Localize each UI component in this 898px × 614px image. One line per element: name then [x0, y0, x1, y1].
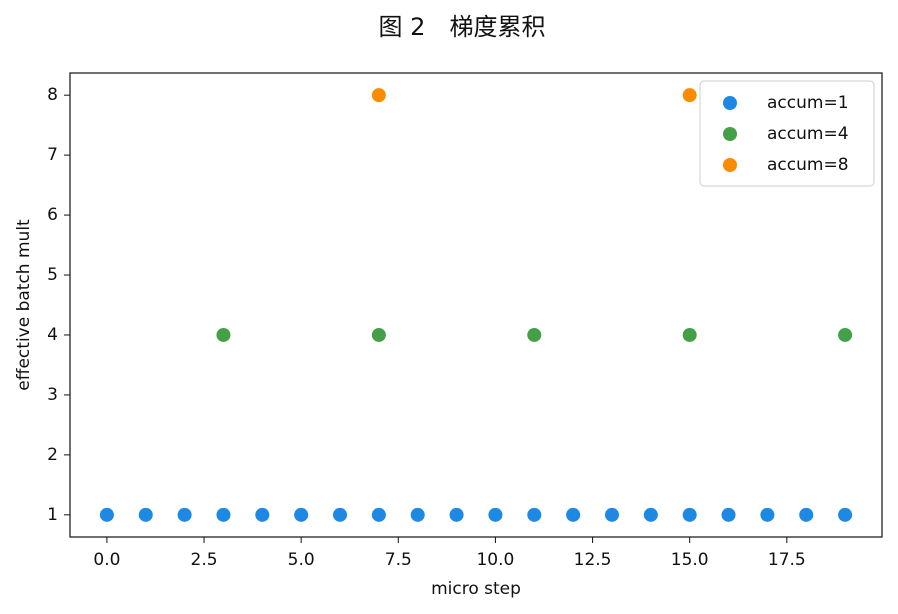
y-tick-label: 6 [47, 205, 58, 225]
x-axis-label: micro step [431, 579, 521, 599]
point [177, 507, 192, 522]
x-tick-label: 7.5 [385, 550, 412, 570]
point [527, 327, 542, 342]
chart-title: 图 2 梯度累积 [379, 13, 546, 41]
point [838, 327, 853, 342]
point [799, 507, 814, 522]
point [760, 507, 775, 522]
y-tick-label: 3 [47, 385, 58, 405]
point [371, 327, 386, 342]
point [371, 88, 386, 103]
y-tick-label: 7 [47, 145, 58, 165]
point [488, 507, 503, 522]
x-tick-label: 5.0 [288, 550, 315, 570]
point [138, 507, 153, 522]
y-tick-label: 2 [47, 445, 58, 465]
point [566, 507, 581, 522]
y-tick-label: 4 [47, 325, 58, 345]
y-tick-label: 8 [47, 85, 58, 105]
point [410, 507, 425, 522]
x-tick-label: 0.0 [93, 550, 120, 570]
point [99, 507, 114, 522]
legend-marker [723, 158, 737, 172]
x-tick-label: 17.5 [768, 550, 806, 570]
y-tick-label: 1 [47, 505, 58, 525]
point [216, 507, 231, 522]
point [449, 507, 464, 522]
point [255, 507, 270, 522]
point [682, 507, 697, 522]
legend-label: accum=1 [767, 93, 849, 113]
y-axis-label: effective batch mult [14, 219, 34, 391]
plot-frame [69, 72, 883, 538]
legend-label: accum=4 [767, 124, 849, 144]
point [294, 507, 309, 522]
legend-box [699, 80, 875, 187]
point [371, 507, 386, 522]
legend-marker [723, 96, 737, 110]
point [721, 507, 736, 522]
point [682, 88, 697, 103]
x-tick-label: 2.5 [191, 550, 218, 570]
point [216, 327, 231, 342]
y-tick-label: 5 [47, 265, 58, 285]
point [604, 507, 619, 522]
point [838, 507, 853, 522]
point [682, 327, 697, 342]
point [643, 507, 658, 522]
x-tick-label: 12.5 [574, 550, 612, 570]
x-tick-label: 15.0 [671, 550, 709, 570]
point [333, 507, 348, 522]
legend-label: accum=8 [767, 155, 849, 175]
legend-marker [723, 127, 737, 141]
point [527, 507, 542, 522]
x-tick-label: 10.0 [476, 550, 514, 570]
